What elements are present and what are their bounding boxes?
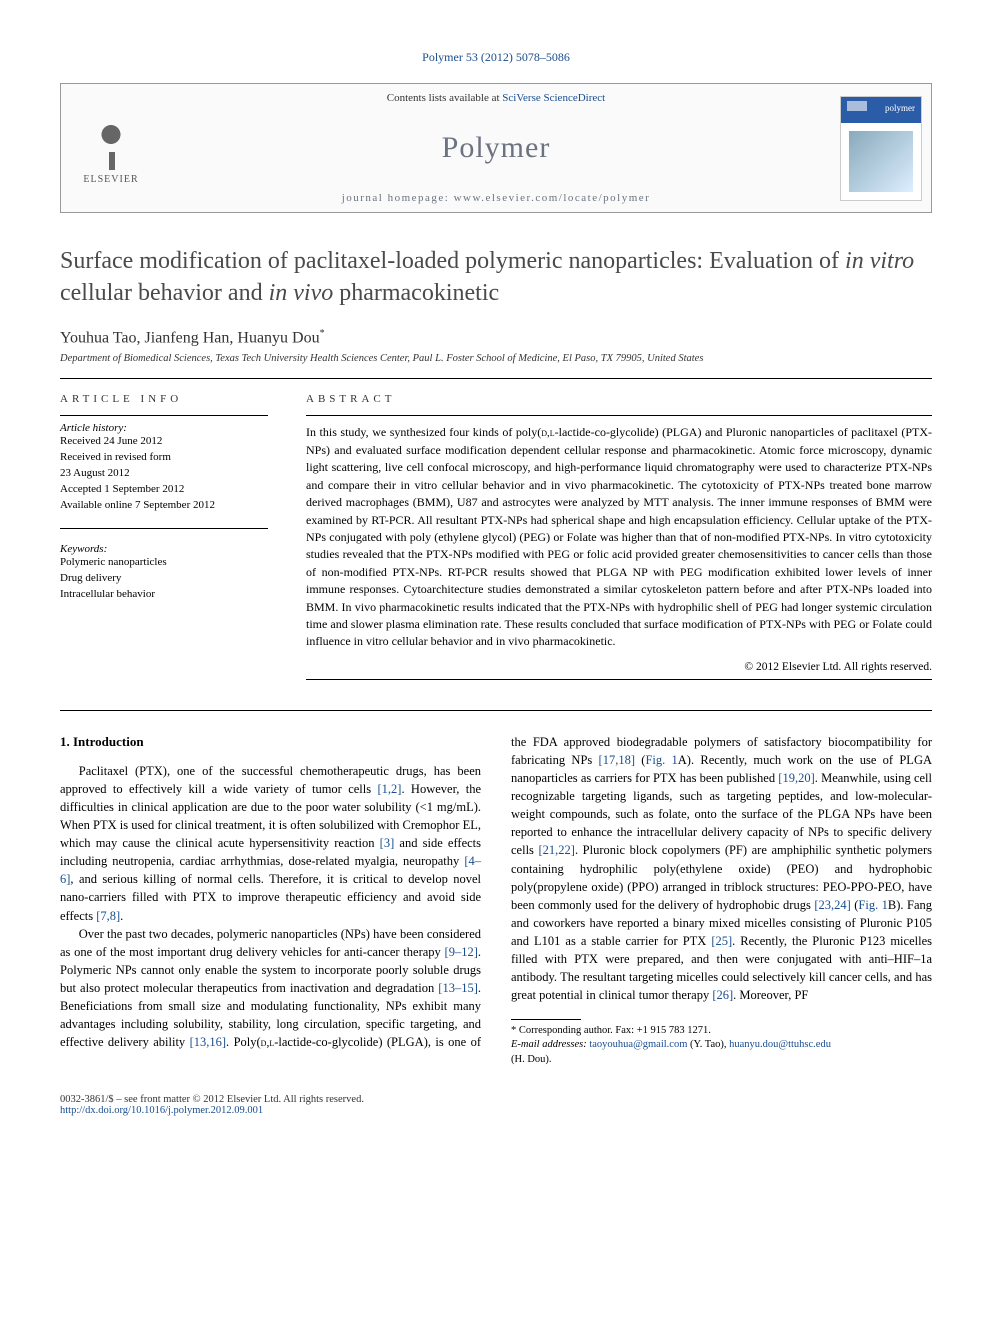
- p3-d: (: [635, 753, 645, 767]
- contents-prefix: Contents lists available at: [387, 92, 502, 104]
- p3-k: . Moreover, PF: [733, 988, 808, 1002]
- abstract-pre: In this study, we synthesized four kinds…: [306, 425, 541, 439]
- ref-13-15[interactable]: [13–15]: [438, 981, 478, 995]
- ref-13-16[interactable]: [13,16]: [190, 1035, 226, 1049]
- title-italic-1: in vitro: [845, 248, 914, 274]
- journal-cover-thumbnail: polymer: [831, 84, 931, 212]
- history-accepted: Accepted 1 September 2012: [60, 482, 268, 498]
- sciencedirect-link[interactable]: SciVerse ScienceDirect: [502, 92, 605, 104]
- article-title: Surface modification of paclitaxel-loade…: [60, 245, 932, 310]
- paragraph-1: Paclitaxel (PTX), one of the successful …: [60, 762, 481, 925]
- keywords-label: Keywords:: [60, 543, 268, 555]
- corresponding-marker: *: [320, 328, 325, 339]
- ref-26[interactable]: [26]: [712, 988, 733, 1002]
- email-2[interactable]: huanyu.dou@ttuhsc.edu: [729, 1039, 831, 1050]
- email-1-who: (Y. Tao),: [687, 1039, 729, 1050]
- cover-label: polymer: [885, 103, 915, 113]
- email-line: E-mail addresses: taoyouhua@gmail.com (Y…: [511, 1038, 932, 1053]
- p3-smallcaps: d,l: [261, 1037, 275, 1049]
- fig-1b-link[interactable]: Fig. 1: [858, 898, 888, 912]
- email-label: E-mail addresses:: [511, 1039, 589, 1050]
- journal-name: Polymer: [161, 131, 831, 165]
- author-names: Youhua Tao, Jianfeng Han, Huanyu Dou: [60, 329, 320, 346]
- divider-body: [60, 710, 932, 711]
- article-info-column: ARTICLE INFO Article history: Received 2…: [60, 393, 268, 680]
- keyword-3: Intracellular behavior: [60, 587, 268, 603]
- homepage-url[interactable]: www.elsevier.com/locate/polymer: [454, 192, 651, 204]
- keyword-2: Drug delivery: [60, 571, 268, 587]
- fig-1a-link[interactable]: Fig. 1: [645, 753, 677, 767]
- abstract-text: In this study, we synthesized four kinds…: [306, 424, 932, 651]
- divider-top: [60, 378, 932, 379]
- p2-a: Over the past two decades, polymeric nan…: [60, 927, 481, 959]
- publisher-name: ELSEVIER: [83, 174, 138, 185]
- history-label: Article history:: [60, 422, 268, 434]
- homepage-prefix: journal homepage:: [342, 192, 454, 204]
- p1-e: .: [120, 909, 123, 923]
- journal-header: ELSEVIER Contents lists available at Sci…: [60, 83, 932, 213]
- abstract-column: ABSTRACT In this study, we synthesized f…: [306, 393, 932, 680]
- contents-available-line: Contents lists available at SciVerse Sci…: [161, 92, 831, 104]
- publisher-logo: ELSEVIER: [61, 84, 161, 212]
- abstract-label: ABSTRACT: [306, 393, 932, 405]
- abstract-smallcaps: d,l: [541, 427, 554, 439]
- introduction-heading: 1. Introduction: [60, 733, 481, 752]
- ref-1-2[interactable]: [1,2]: [377, 782, 401, 796]
- abstract-post: -lactide-co-glycolide) (PLGA) and Pluron…: [306, 425, 932, 648]
- elsevier-tree-icon: [86, 112, 136, 162]
- p3-b: . Poly(: [226, 1035, 261, 1049]
- body-text: 1. Introduction Paclitaxel (PTX), one of…: [60, 733, 932, 1068]
- ref-25[interactable]: [25]: [711, 934, 732, 948]
- email-1[interactable]: taoyouhua@gmail.com: [589, 1039, 687, 1050]
- title-text-2: cellular behavior and: [60, 280, 269, 306]
- history-received: Received 24 June 2012: [60, 434, 268, 450]
- footer-copyright: 0032-3861/$ – see front matter © 2012 El…: [60, 1094, 364, 1105]
- corresponding-author-note: * Corresponding author. Fax: +1 915 783 …: [511, 1024, 932, 1039]
- history-online: Available online 7 September 2012: [60, 498, 268, 514]
- title-italic-2: in vivo: [269, 280, 334, 306]
- title-text-3: pharmacokinetic: [333, 280, 499, 306]
- history-revised-1: Received in revised form: [60, 450, 268, 466]
- affiliation: Department of Biomedical Sciences, Texas…: [60, 353, 932, 364]
- title-text-1: Surface modification of paclitaxel-loade…: [60, 248, 845, 274]
- footnotes: * Corresponding author. Fax: +1 915 783 …: [511, 1024, 932, 1068]
- doi-link[interactable]: http://dx.doi.org/10.1016/j.polymer.2012…: [60, 1105, 263, 1116]
- page-footer: 0032-3861/$ – see front matter © 2012 El…: [60, 1094, 932, 1116]
- journal-homepage-line: journal homepage: www.elsevier.com/locat…: [161, 192, 831, 204]
- authors-line: Youhua Tao, Jianfeng Han, Huanyu Dou*: [60, 328, 932, 347]
- ref-19-20[interactable]: [19,20]: [778, 771, 814, 785]
- keyword-1: Polymeric nanoparticles: [60, 555, 268, 571]
- ref-9-12[interactable]: [9–12]: [445, 945, 478, 959]
- journal-reference: Polymer 53 (2012) 5078–5086: [60, 50, 932, 65]
- cover-image-icon: [849, 131, 913, 192]
- copyright-line: © 2012 Elsevier Ltd. All rights reserved…: [306, 661, 932, 673]
- ref-7-8[interactable]: [7,8]: [96, 909, 120, 923]
- article-info-label: ARTICLE INFO: [60, 393, 268, 405]
- ref-17-18[interactable]: [17,18]: [599, 753, 635, 767]
- ref-21-22[interactable]: [21,22]: [538, 843, 574, 857]
- email-who-2: (H. Dou).: [511, 1053, 932, 1068]
- footnote-separator: [511, 1019, 581, 1020]
- ref-23-24[interactable]: [23,24]: [814, 898, 850, 912]
- history-revised-2: 23 August 2012: [60, 466, 268, 482]
- ref-3[interactable]: [3]: [380, 836, 395, 850]
